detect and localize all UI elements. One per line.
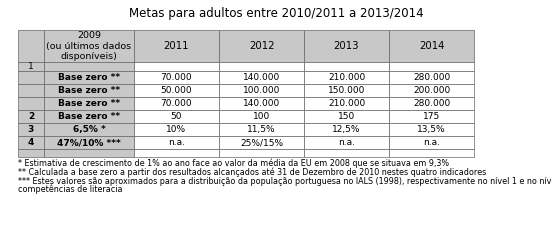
Text: 47%/10% ***: 47%/10% *** [57, 138, 121, 147]
Text: 2: 2 [28, 112, 34, 121]
Bar [18, 71, 44, 84]
Text: 140.000: 140.000 [243, 99, 280, 108]
Bar [18, 97, 44, 110]
Bar [389, 30, 474, 62]
Text: 25%/15%: 25%/15% [240, 138, 283, 147]
Bar [134, 30, 219, 62]
Text: competências de literacia: competências de literacia [18, 184, 123, 194]
Text: 12,5%: 12,5% [332, 125, 361, 134]
Text: n.a.: n.a. [168, 138, 185, 147]
Bar [389, 136, 474, 149]
Text: 13,5%: 13,5% [417, 125, 446, 134]
Text: n.a.: n.a. [423, 138, 440, 147]
Bar [134, 110, 219, 123]
Text: 6,5% *: 6,5% * [73, 125, 105, 134]
Bar [304, 97, 389, 110]
Bar [18, 30, 44, 62]
Bar [18, 123, 44, 136]
Bar [134, 84, 219, 97]
Bar [219, 149, 304, 157]
Text: 100: 100 [253, 112, 270, 121]
Bar [18, 84, 44, 97]
Bar [134, 123, 219, 136]
Bar [304, 149, 389, 157]
Text: 11,5%: 11,5% [247, 125, 276, 134]
Text: 70.000: 70.000 [161, 99, 192, 108]
Text: 2013: 2013 [334, 41, 359, 51]
Bar [44, 149, 134, 157]
Text: * Estimativa de crescimento de 1% ao ano face ao valor da média da EU em 2008 qu: * Estimativa de crescimento de 1% ao ano… [18, 159, 449, 168]
Text: Metas para adultos entre 2010/2011 a 2013/2014: Metas para adultos entre 2010/2011 a 201… [129, 7, 423, 20]
Bar [389, 84, 474, 97]
Bar [134, 149, 219, 157]
Text: 210.000: 210.000 [328, 73, 365, 82]
Bar [18, 110, 44, 123]
Text: *** Estes valores são aproximados para a distribuição da população portuguesa no: *** Estes valores são aproximados para a… [18, 176, 552, 185]
Bar [219, 136, 304, 149]
Bar [389, 149, 474, 157]
Bar [304, 71, 389, 84]
Text: 100.000: 100.000 [243, 86, 280, 95]
Bar [389, 97, 474, 110]
Bar [219, 62, 304, 71]
Text: 70.000: 70.000 [161, 73, 192, 82]
Text: 2011: 2011 [164, 41, 189, 51]
Text: 2014: 2014 [419, 41, 444, 51]
Bar [44, 62, 134, 71]
Bar [219, 97, 304, 110]
Text: 2009
(ou últimos dados
disponíveis): 2009 (ou últimos dados disponíveis) [46, 31, 131, 61]
Bar [44, 123, 134, 136]
Text: 210.000: 210.000 [328, 99, 365, 108]
Text: 200.000: 200.000 [413, 86, 450, 95]
Bar [304, 136, 389, 149]
Bar [219, 110, 304, 123]
Bar [44, 30, 134, 62]
Bar [304, 123, 389, 136]
Text: 2012: 2012 [249, 41, 274, 51]
Bar [219, 71, 304, 84]
Bar [44, 110, 134, 123]
Bar [389, 110, 474, 123]
Bar [304, 84, 389, 97]
Text: 150: 150 [338, 112, 355, 121]
Bar [389, 71, 474, 84]
Bar [389, 123, 474, 136]
Bar [134, 62, 219, 71]
Text: 10%: 10% [167, 125, 187, 134]
Bar [219, 30, 304, 62]
Text: 3: 3 [28, 125, 34, 134]
Text: n.a.: n.a. [338, 138, 355, 147]
Bar [134, 71, 219, 84]
Bar [389, 62, 474, 71]
Bar [304, 30, 389, 62]
Bar [44, 97, 134, 110]
Text: ** Calculada a base zero a partir dos resultados alcançados até 31 de Dezembro d: ** Calculada a base zero a partir dos re… [18, 168, 486, 177]
Bar [18, 149, 44, 157]
Text: 280.000: 280.000 [413, 99, 450, 108]
Bar [304, 62, 389, 71]
Text: 140.000: 140.000 [243, 73, 280, 82]
Bar [44, 71, 134, 84]
Text: Base zero **: Base zero ** [58, 112, 120, 121]
Text: 4: 4 [28, 138, 34, 147]
Text: 150.000: 150.000 [328, 86, 365, 95]
Bar [219, 84, 304, 97]
Text: 50.000: 50.000 [161, 86, 192, 95]
Bar [18, 62, 44, 71]
Text: 1: 1 [28, 62, 34, 71]
Text: Base zero **: Base zero ** [58, 86, 120, 95]
Bar [134, 136, 219, 149]
Bar [18, 136, 44, 149]
Bar [134, 97, 219, 110]
Bar [304, 110, 389, 123]
Text: Base zero **: Base zero ** [58, 99, 120, 108]
Bar [44, 84, 134, 97]
Text: 280.000: 280.000 [413, 73, 450, 82]
Bar [219, 123, 304, 136]
Text: 175: 175 [423, 112, 440, 121]
Bar [44, 136, 134, 149]
Text: Base zero **: Base zero ** [58, 73, 120, 82]
Text: 50: 50 [171, 112, 182, 121]
